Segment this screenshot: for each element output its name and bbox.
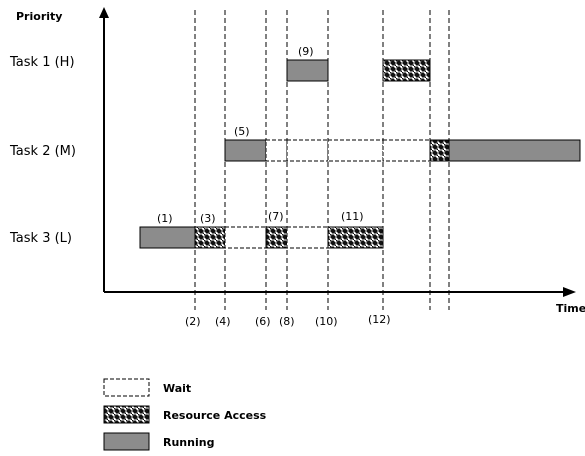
time-tick-labels: (2) (4) (6) (8) (10) (12)	[185, 313, 391, 328]
legend-running-label: Running	[163, 436, 214, 449]
tick-10: (10)	[315, 315, 338, 328]
task-2-running-end	[448, 139, 581, 162]
legend-wait-swatch	[103, 378, 150, 397]
task-2-resource-access	[429, 139, 450, 162]
legend-resource-label: Resource Access	[163, 409, 267, 422]
marker-5: (5)	[234, 125, 250, 138]
y-axis-arrow	[99, 7, 109, 18]
task-3-wait-a	[224, 226, 267, 249]
legend-wait-label: Wait	[163, 382, 191, 395]
y-axis-title: Priority	[16, 10, 62, 23]
axes: Priority Time	[16, 7, 585, 315]
task-2-wait-c	[327, 139, 384, 162]
task-2-wait-a	[265, 139, 288, 162]
marker-11: (11)	[341, 210, 364, 223]
task-2-timeline	[224, 139, 581, 162]
task-1-resource-access	[382, 59, 431, 82]
task-3-running-1	[139, 226, 196, 249]
x-axis-title: Time	[556, 302, 585, 315]
task-2-label: Task 2 (M)	[9, 144, 76, 159]
tick-8: (8)	[279, 315, 295, 328]
task-1-label: Task 1 (H)	[9, 55, 75, 70]
task-3-resource-11	[327, 226, 384, 249]
legend-resource-swatch	[103, 405, 150, 424]
marker-7: (7)	[268, 210, 284, 223]
task-labels: Task 1 (H) Task 2 (M) Task 3 (L)	[9, 55, 76, 246]
task-2-wait-b	[286, 139, 329, 162]
task-2-wait-d	[382, 139, 431, 162]
legend-running-swatch	[103, 432, 150, 451]
tick-12: (12)	[368, 313, 391, 326]
task-3-wait-b	[286, 226, 329, 249]
marker-9: (9)	[298, 45, 314, 58]
task-1-timeline	[286, 59, 431, 82]
x-axis-arrow	[563, 287, 576, 297]
tick-2: (2)	[185, 315, 201, 328]
tick-6: (6)	[255, 315, 271, 328]
marker-3: (3)	[200, 212, 216, 225]
task-3-resource-7	[265, 226, 288, 249]
segment-markers: (1) (3) (5) (7) (9) (11)	[157, 45, 364, 225]
tick-4: (4)	[215, 315, 231, 328]
marker-1: (1)	[157, 212, 173, 225]
task-3-resource-3	[194, 226, 226, 249]
task-3-timeline	[139, 226, 384, 249]
legend: Wait Resource Access Running	[103, 378, 267, 451]
task-2-running-5	[224, 139, 267, 162]
task-3-label: Task 3 (L)	[9, 231, 72, 246]
task-1-running-9	[286, 59, 329, 82]
